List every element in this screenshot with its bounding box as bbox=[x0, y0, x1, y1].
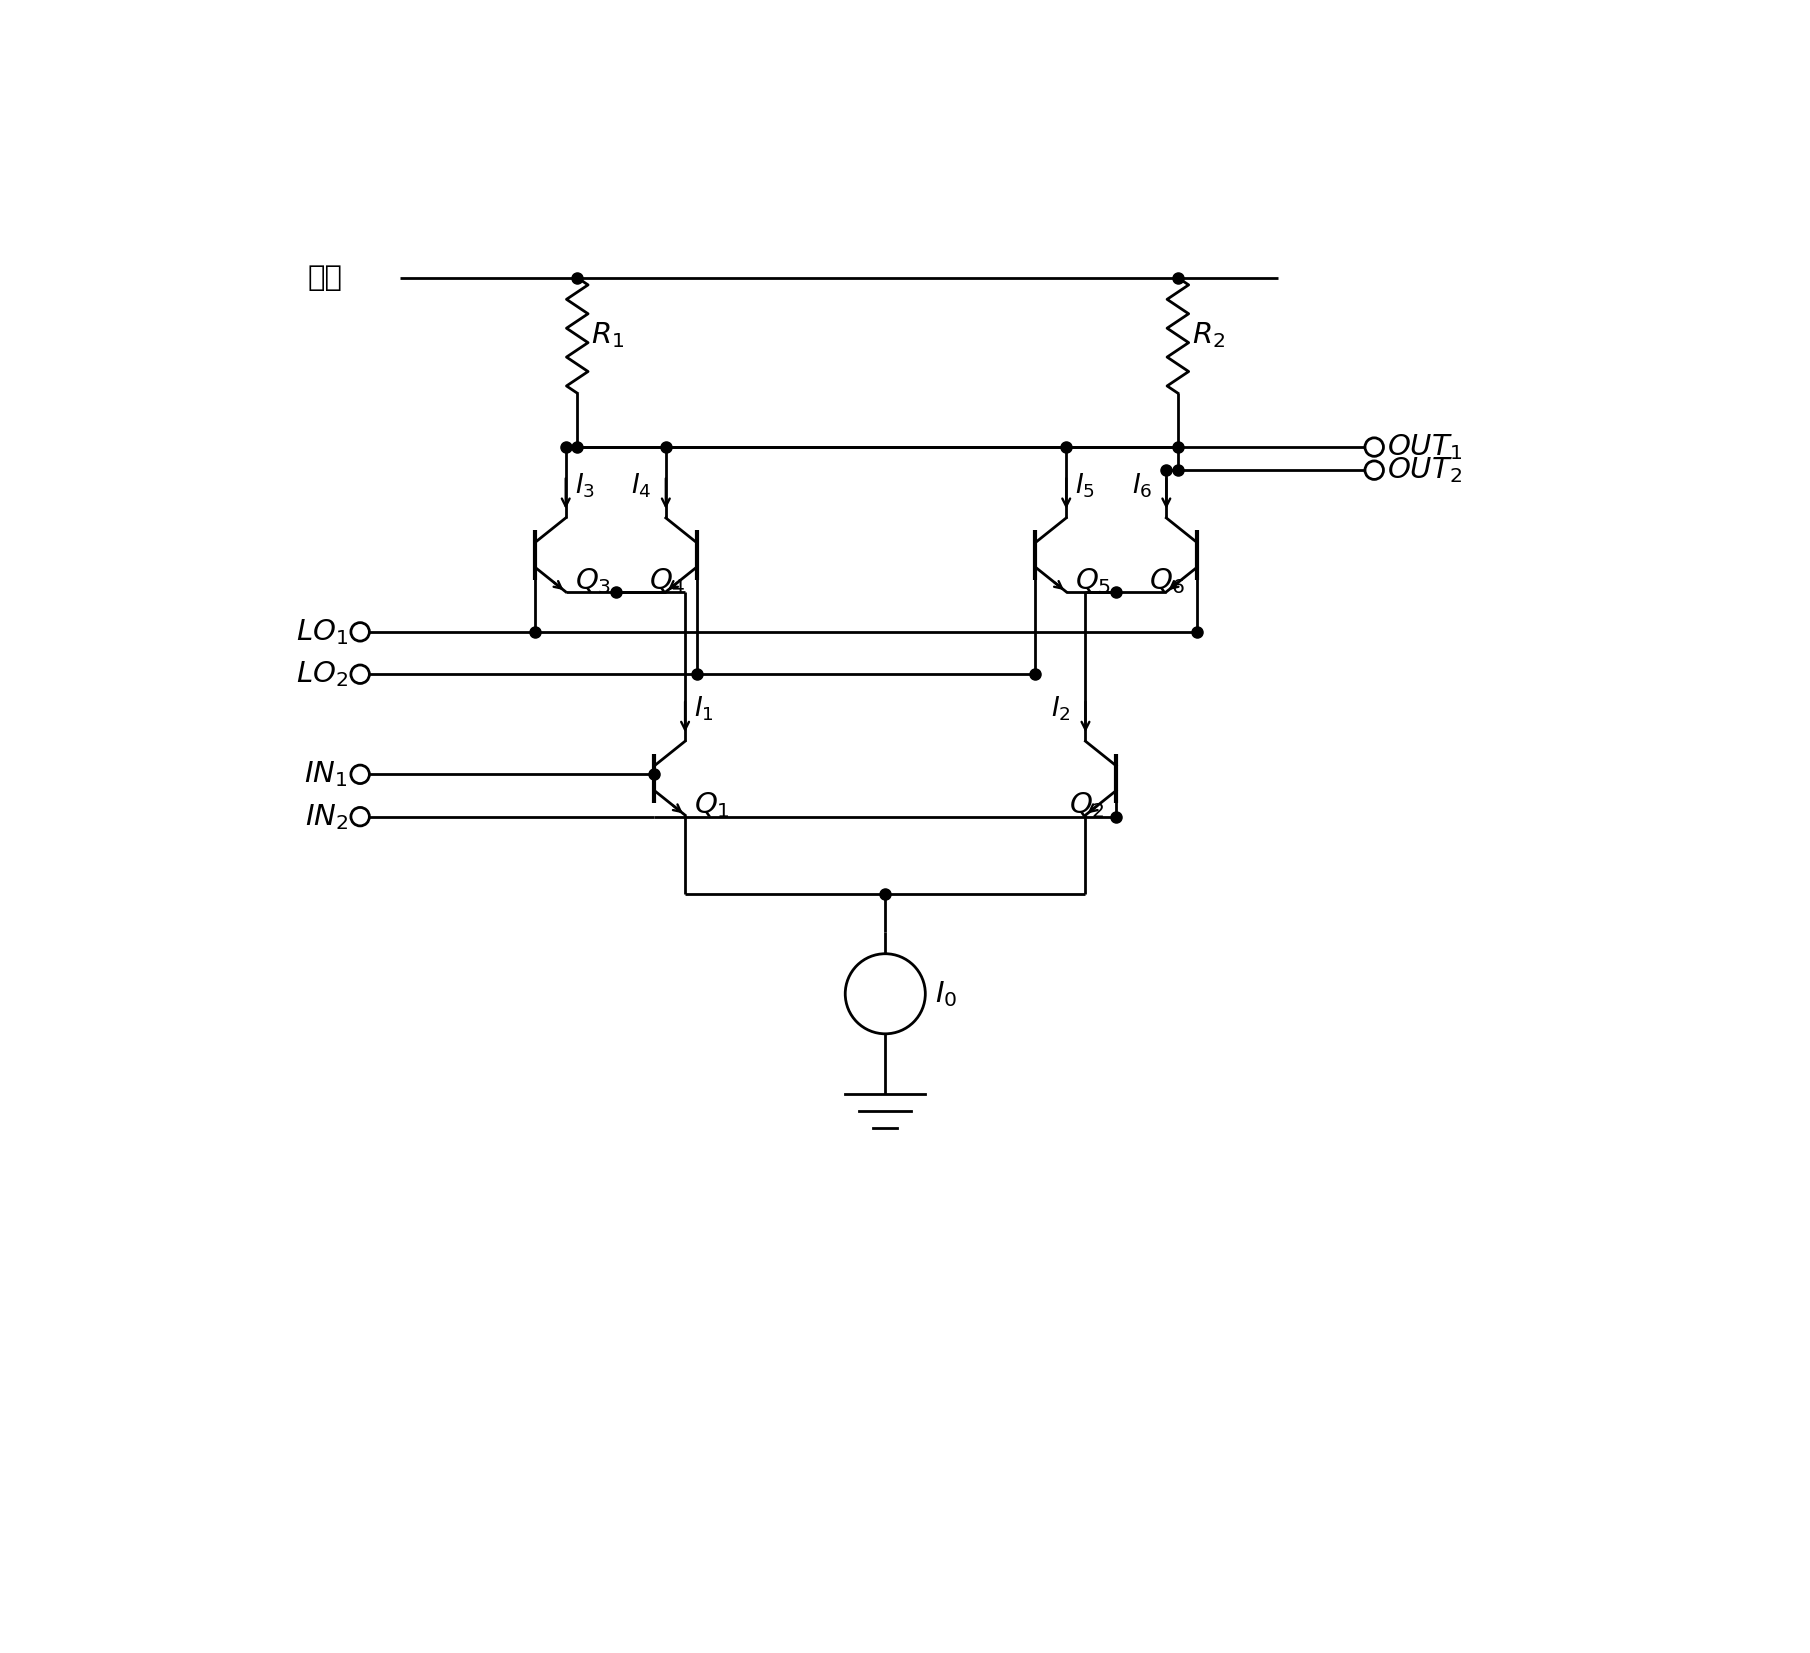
Text: $Q_2$: $Q_2$ bbox=[1068, 790, 1104, 820]
Text: $I_4$: $I_4$ bbox=[632, 471, 652, 499]
Circle shape bbox=[351, 623, 369, 641]
Circle shape bbox=[1365, 438, 1383, 456]
Text: $I_0$: $I_0$ bbox=[936, 979, 957, 1008]
Text: $OUT_1$: $OUT_1$ bbox=[1386, 431, 1462, 461]
Text: $OUT_2$: $OUT_2$ bbox=[1386, 455, 1462, 484]
Text: $LO_1$: $LO_1$ bbox=[295, 617, 348, 646]
Text: $I_2$: $I_2$ bbox=[1052, 694, 1070, 722]
Text: $I_5$: $I_5$ bbox=[1075, 471, 1095, 499]
Circle shape bbox=[351, 807, 369, 826]
Circle shape bbox=[351, 765, 369, 784]
Text: $I_6$: $I_6$ bbox=[1131, 471, 1153, 499]
Text: $R_2$: $R_2$ bbox=[1191, 321, 1225, 350]
Text: $Q_3$: $Q_3$ bbox=[576, 567, 612, 597]
Text: $R_1$: $R_1$ bbox=[592, 321, 624, 350]
Text: $LO_2$: $LO_2$ bbox=[295, 660, 348, 689]
Text: $Q_4$: $Q_4$ bbox=[648, 567, 686, 597]
Text: $Q_5$: $Q_5$ bbox=[1075, 567, 1111, 597]
Text: $Q_6$: $Q_6$ bbox=[1149, 567, 1186, 597]
Text: $I_3$: $I_3$ bbox=[576, 471, 595, 499]
Text: $IN_2$: $IN_2$ bbox=[304, 802, 348, 831]
Text: $I_1$: $I_1$ bbox=[695, 694, 715, 722]
Text: $IN_1$: $IN_1$ bbox=[304, 759, 348, 788]
Circle shape bbox=[1365, 461, 1383, 479]
Circle shape bbox=[845, 954, 925, 1033]
Text: 电源: 电源 bbox=[308, 264, 342, 291]
Text: $Q_1$: $Q_1$ bbox=[695, 790, 729, 820]
Circle shape bbox=[351, 665, 369, 683]
